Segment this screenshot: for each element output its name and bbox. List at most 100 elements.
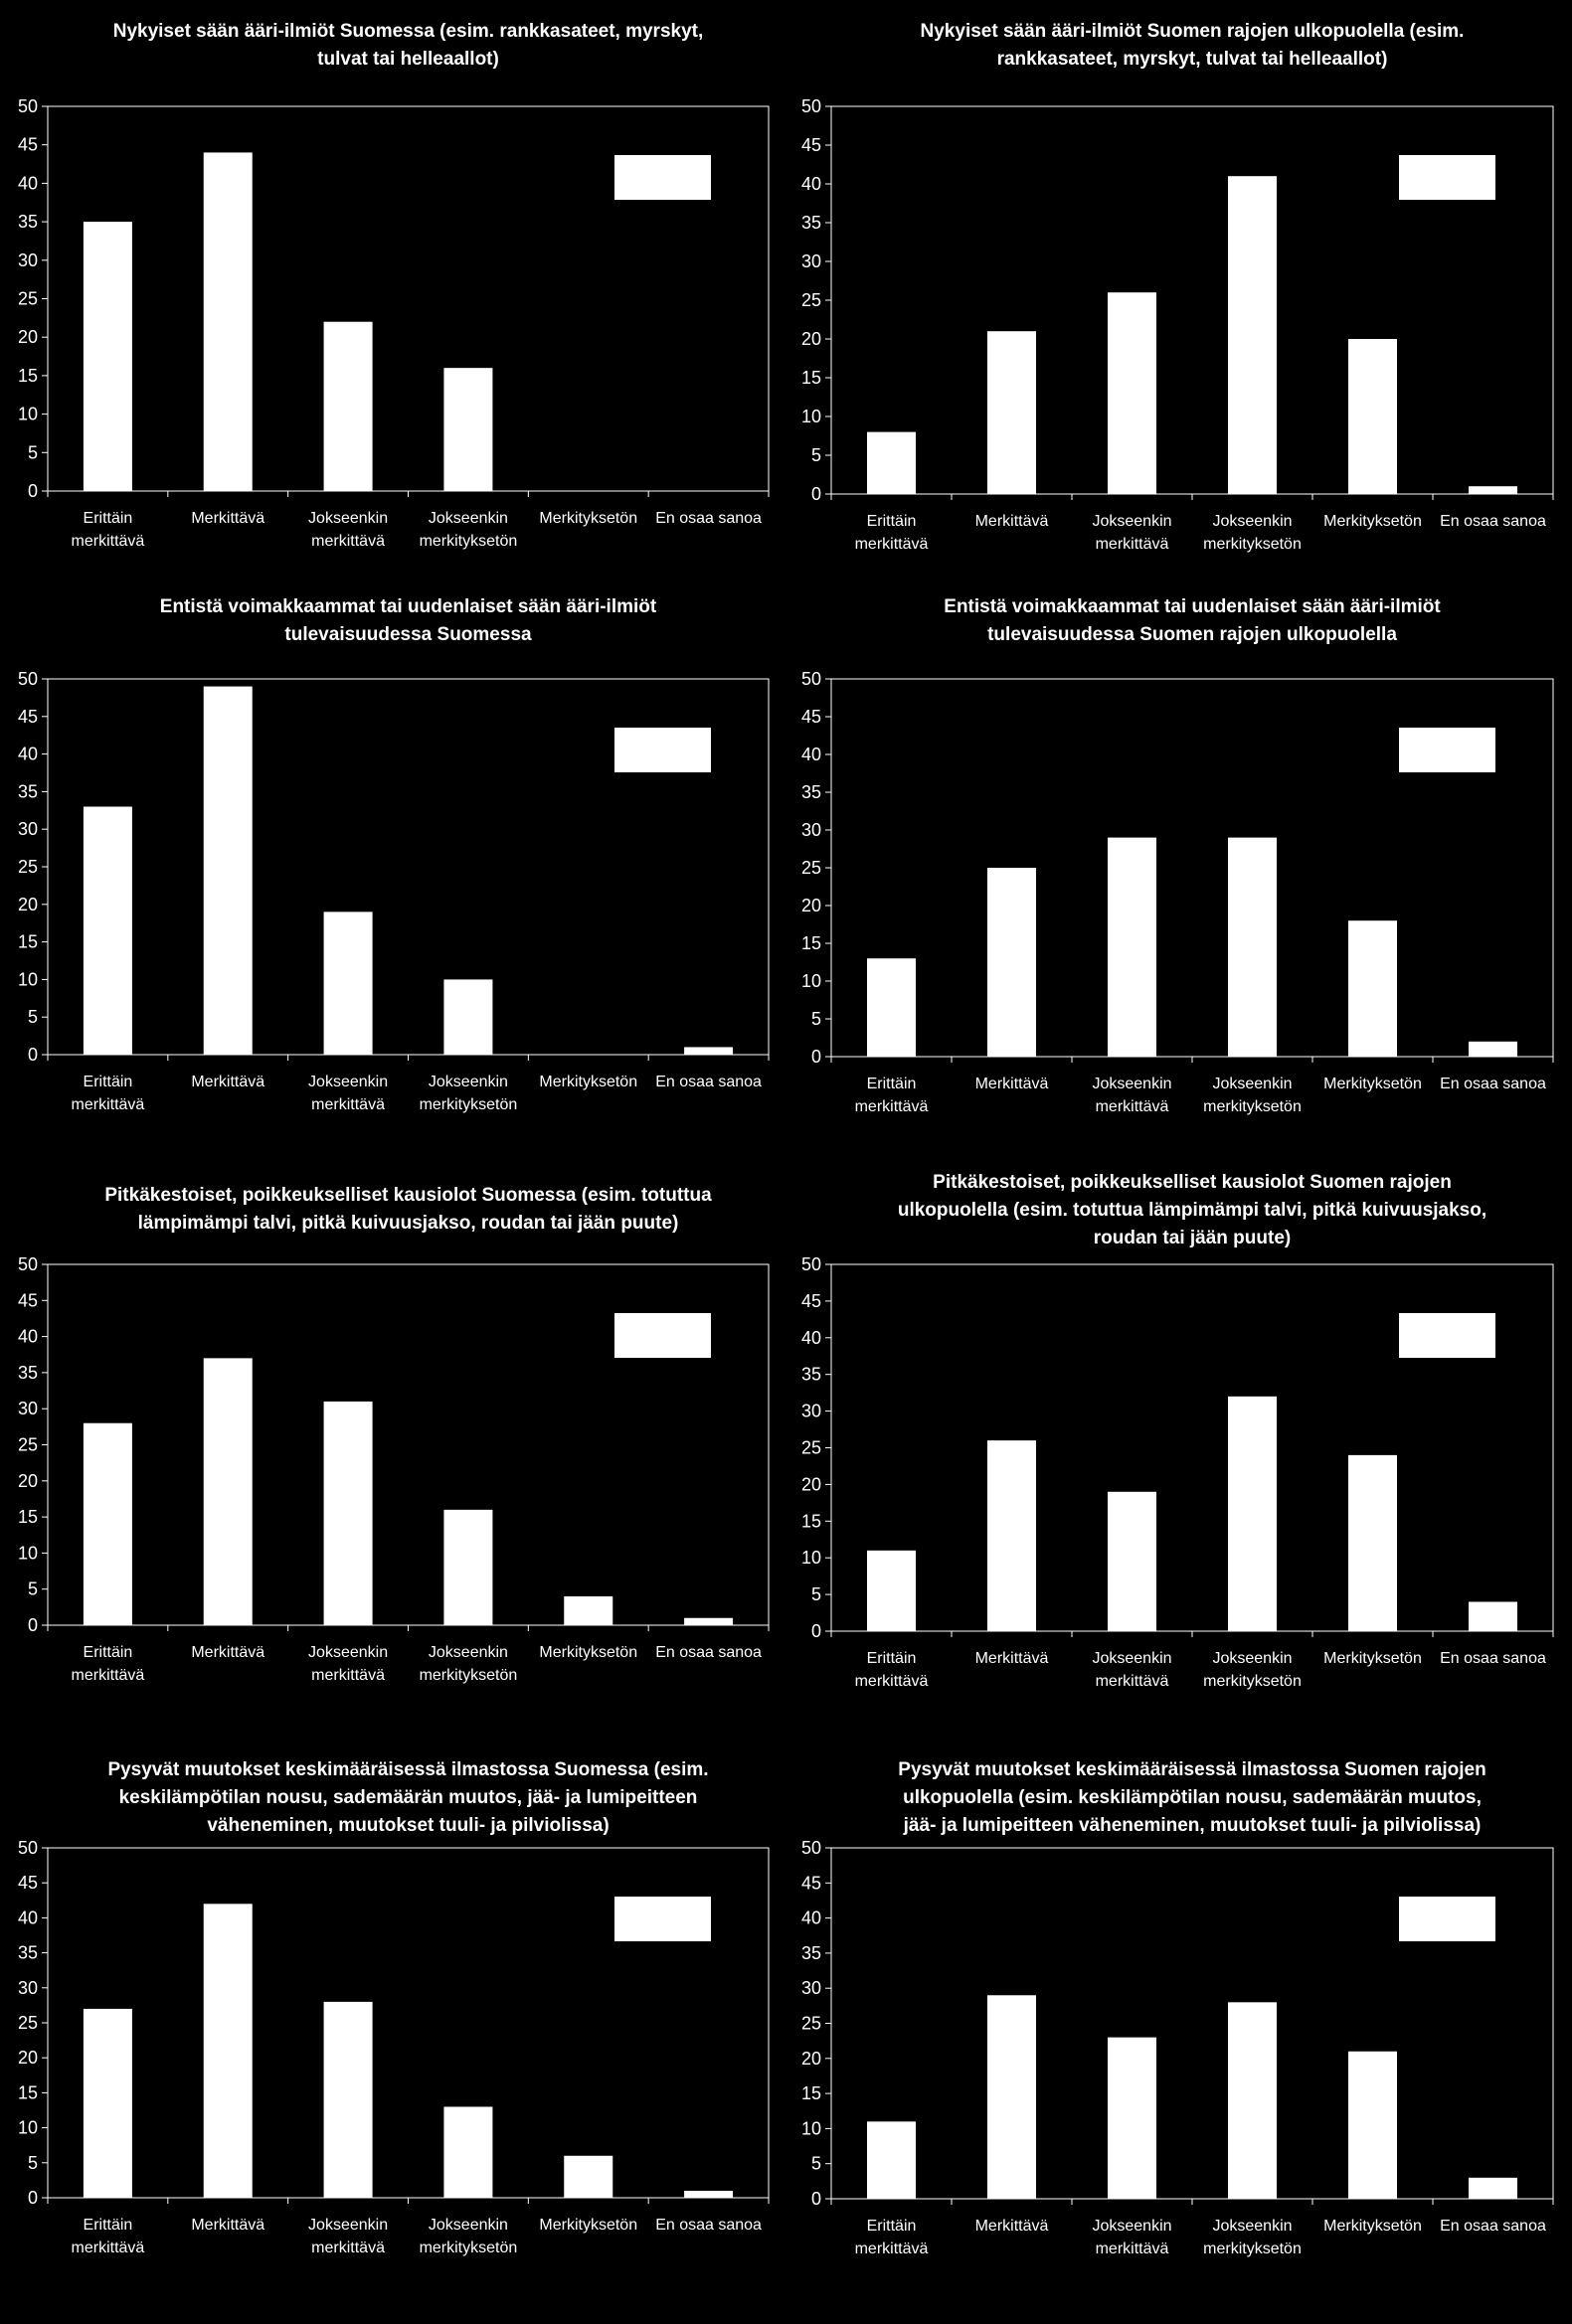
y-tick-label: 40 [18,745,38,764]
y-tick-label: 40 [18,1327,38,1347]
y-tick-label: 30 [801,1978,821,1998]
x-tick-label-line: merkittävä [72,1667,145,1684]
bar [203,1358,253,1625]
x-tick-label-line: Jokseenkin [1212,513,1292,530]
y-tick-label: 20 [801,896,821,915]
chart-title: Pysyvät muutokset keskimääräisessä ilmas… [898,1759,1485,1836]
y-tick-label: 0 [28,481,38,501]
x-tick-label-line: En osaa sanoa [655,1644,762,1661]
chart-6: Pitkäkestoiset, poikkeukselliset kausiol… [801,1172,1554,1690]
bar [83,2008,132,2198]
x-tick-label: En osaa sanoa [1440,2218,1546,2235]
x-tick-label: Jokseenkin merkityksetön [420,1074,518,1113]
y-tick-label: 30 [18,1399,38,1418]
bar [323,1401,373,1625]
x-tick-label: Merkittävä [975,1650,1049,1667]
chart-title: Nykyiset sään ääri-ilmiöt Suomessa (esim… [113,21,704,70]
bar [1108,837,1156,1057]
bar [684,1047,734,1055]
chart-1: Nykyiset sään ääri-ilmiöt Suomessa (esim… [18,21,770,550]
y-tick-label: 15 [801,368,821,388]
x-tick-label-line: Merkityksetön [539,1644,637,1661]
x-tick-label-line: Merkityksetön [1323,1650,1422,1667]
y-tick-label: 50 [801,96,821,116]
y-tick-label: 25 [18,1435,38,1455]
y-tick-label: 35 [18,1943,38,1963]
y-tick-label: 0 [28,1615,38,1635]
x-tick-label-line: merkittävä [855,536,929,553]
bar [1469,1041,1517,1057]
chart-title-line: Pysyvät muutokset keskimääräisessä ilmas… [107,1759,708,1780]
chart-title: Entistä voimakkaammat tai uudenlaiset sä… [160,596,657,645]
y-tick-label: 40 [18,1908,38,1927]
x-tick-label-line: Merkittävä [191,510,264,527]
y-tick-label: 10 [801,407,821,426]
chart-title-line: Pysyvät muutokset keskimääräisessä ilmas… [898,1759,1485,1780]
legend-box [614,1313,711,1358]
bar [1348,339,1397,494]
y-tick-label: 45 [18,1873,38,1893]
y-tick-label: 20 [801,2049,821,2069]
x-tick-label-line: merkittävä [72,2240,145,2256]
x-tick-label: Merkityksetön [539,2217,637,2234]
bar [1348,920,1397,1057]
legend-box [1399,1897,1495,1941]
x-tick-label-line: merkityksetön [1203,2241,1302,2257]
x-tick-label: Merkityksetön [1323,1650,1422,1667]
y-tick-label: 50 [801,669,821,689]
x-tick-label: Erittäin merkittävä [72,1074,145,1113]
chart-title-line: Pitkäkestoiset, poikkeukselliset kausiol… [104,1185,712,1206]
y-tick-label: 30 [801,1402,821,1421]
y-tick-label: 25 [801,2014,821,2034]
x-tick-label: En osaa sanoa [1440,513,1546,530]
bar [443,368,493,491]
bar [1469,486,1517,494]
bar [1108,1491,1156,1631]
legend-box [1399,155,1495,200]
bar [1228,1396,1277,1631]
y-tick-label: 50 [18,96,38,116]
y-tick-label: 5 [811,1009,821,1029]
x-tick-label-line: Merkityksetön [539,510,637,527]
y-tick-label: 40 [18,173,38,193]
chart-title-line: rankkasateet, myrskyt, tulvat tai hellea… [997,49,1388,70]
x-tick-label-line: Jokseenkin [1092,513,1171,530]
legend-box [614,1897,711,1941]
x-tick-label-line: Jokseenkin [429,2217,508,2234]
y-tick-label: 5 [811,2154,821,2174]
chart-title-line: tulvat tai helleaallot) [317,49,499,70]
y-tick-label: 50 [18,1254,38,1274]
y-tick-label: 40 [801,1328,821,1348]
x-tick-label-line: merkittävä [1096,1098,1169,1115]
x-tick-label-line: Jokseenkin [308,2217,388,2234]
x-tick-label: En osaa sanoa [1440,1076,1546,1092]
y-tick-label: 10 [18,405,38,424]
y-tick-label: 25 [18,857,38,877]
x-tick-label-line: Erittäin [84,510,133,527]
x-tick-label-line: merkityksetön [420,2240,518,2256]
chart-title: Pysyvät muutokset keskimääräisessä ilmas… [107,1759,708,1836]
chart-title-line: roudan tai jään puute) [1094,1228,1291,1248]
chart-title: Pitkäkestoiset, poikkeukselliset kausiol… [104,1185,712,1234]
y-tick-label: 10 [18,2118,38,2138]
x-tick-label-line: merkittävä [1096,2241,1169,2257]
bar [1228,2002,1277,2199]
y-tick-label: 0 [811,2189,821,2209]
bar [987,1440,1036,1631]
x-tick-label: En osaa sanoa [655,1644,762,1661]
x-tick-label-line: Jokseenkin [429,1644,508,1661]
y-tick-label: 0 [28,2188,38,2208]
x-tick-label-line: Merkittävä [191,2217,264,2234]
x-tick-label-line: Jokseenkin [1212,1650,1292,1667]
x-tick-label-line: merkittävä [311,1667,385,1684]
y-tick-label: 30 [18,250,38,270]
x-tick-label: Merkityksetön [1323,2218,1422,2235]
chart-title-line: tulevaisuudessa Suomen rajojen ulkopuole… [987,624,1397,645]
chart-4: Entistä voimakkaammat tai uudenlaiset sä… [801,596,1554,1115]
chart-title-line: ulkopuolella (esim. totuttua lämpimämpi … [898,1200,1486,1221]
y-tick-label: 25 [801,858,821,878]
y-tick-label: 20 [18,895,38,914]
x-tick-label-line: merkittävä [311,2240,385,2256]
x-tick-label: Jokseenkin merkityksetön [1203,1650,1302,1690]
y-tick-label: 50 [801,1838,821,1858]
